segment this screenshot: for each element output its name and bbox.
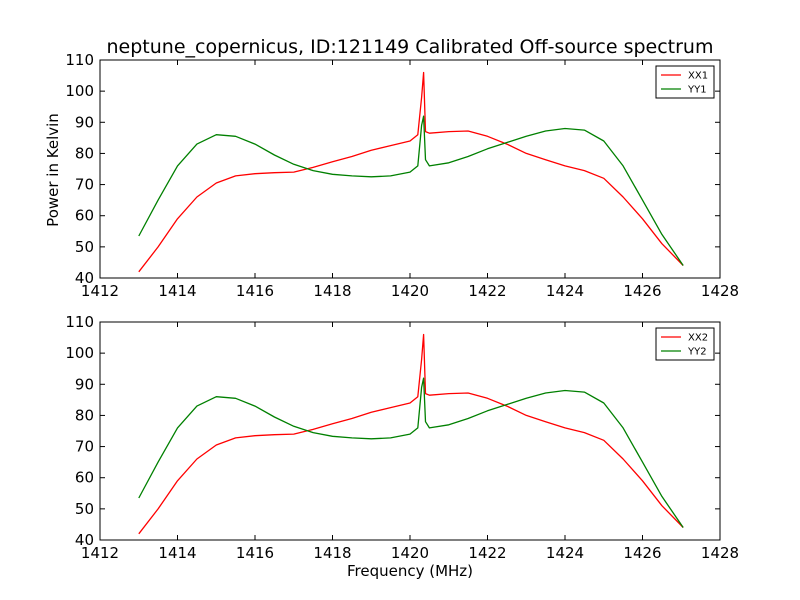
y-tick-label: 40 xyxy=(75,531,94,549)
x-tick-label: 1426 xyxy=(623,544,661,562)
x-tick-label: 1412 xyxy=(81,282,119,300)
x-tick-label: 1418 xyxy=(313,282,351,300)
x-tick-label: 1424 xyxy=(546,282,584,300)
x-tick-label: 1420 xyxy=(391,544,429,562)
x-tick-label: 1412 xyxy=(81,544,119,562)
y-tick-label: 70 xyxy=(75,176,94,194)
y-tick-label: 80 xyxy=(75,406,94,424)
x-tick-label: 1422 xyxy=(468,282,506,300)
y-axis-label: Power in Kelvin xyxy=(44,113,62,227)
x-tick-label: 1424 xyxy=(546,544,584,562)
top-panel: 1412 1414 1416 1418 1420 1422 1424 1426 1428 40 50… xyxy=(65,51,739,300)
y-tick-label: 60 xyxy=(75,207,94,225)
x-tick-label: 1416 xyxy=(236,544,274,562)
y-tick-label: 100 xyxy=(65,344,94,362)
x-tick-label: 1426 xyxy=(623,282,661,300)
y-tick-label: 110 xyxy=(65,313,94,331)
series-line-yy1 xyxy=(138,115,684,266)
x-tick-label: 1416 xyxy=(236,282,274,300)
legend-label-yy2: YY2 xyxy=(687,347,707,358)
series-line-yy2 xyxy=(138,377,684,528)
y-tick-label: 60 xyxy=(75,469,94,487)
chart-title: neptune_copernicus, ID:121149 Calibrated… xyxy=(107,36,714,58)
x-tick-label: 1422 xyxy=(468,544,506,562)
y-tick-label: 80 xyxy=(75,144,94,162)
x-tick-label: 1420 xyxy=(391,282,429,300)
y-tick-label: 50 xyxy=(75,500,94,518)
y-tick-label: 70 xyxy=(75,438,94,456)
legend-box xyxy=(655,65,715,99)
legend-label-xx1: XX1 xyxy=(688,71,708,82)
y-tick-label: 40 xyxy=(75,269,94,287)
x-tick-label: 1414 xyxy=(158,544,196,562)
x-tick-label: 1414 xyxy=(158,282,196,300)
x-axis-label: Frequency (MHz) xyxy=(347,562,473,580)
y-tick-label: 100 xyxy=(65,82,94,100)
y-tick-label: 50 xyxy=(75,238,94,256)
series-line-xx1 xyxy=(138,71,684,273)
legend-label-yy1: YY1 xyxy=(687,85,707,96)
y-tick-label: 110 xyxy=(65,51,94,69)
y-tick-label: 90 xyxy=(75,113,94,131)
x-tick-label: 1428 xyxy=(701,544,739,562)
series-line-xx2 xyxy=(138,333,684,535)
x-tick-label: 1428 xyxy=(701,282,739,300)
x-tick-label: 1418 xyxy=(313,544,351,562)
legend-label-xx2: XX2 xyxy=(688,333,708,344)
bottom-panel: 1412 1414 1416 1418 1420 1422 1424 1426 1428 40 50… xyxy=(65,313,739,562)
y-tick-label: 90 xyxy=(75,375,94,393)
legend-box xyxy=(655,327,715,361)
